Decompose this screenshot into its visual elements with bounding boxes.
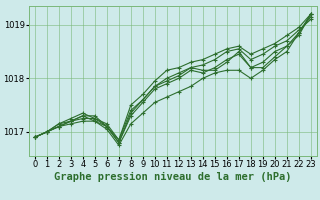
X-axis label: Graphe pression niveau de la mer (hPa): Graphe pression niveau de la mer (hPa) bbox=[54, 172, 292, 182]
